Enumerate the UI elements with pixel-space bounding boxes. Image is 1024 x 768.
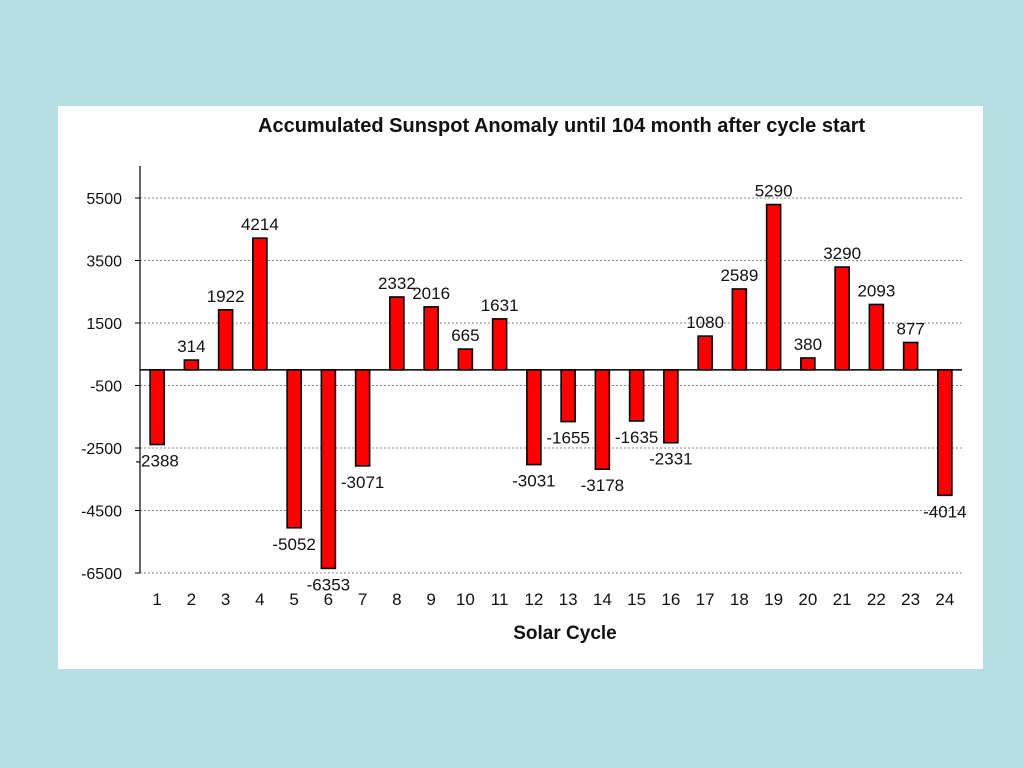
x-tick-label: 8	[392, 590, 401, 609]
bar	[217, 309, 234, 371]
bar	[765, 203, 782, 371]
x-tick-label: 21	[833, 590, 852, 609]
data-label: -3071	[341, 473, 384, 492]
bar	[868, 303, 885, 371]
y-tick-label: -6500	[81, 566, 122, 583]
x-tick-label: 12	[524, 590, 543, 609]
x-axis-title: Solar Cycle	[513, 623, 617, 644]
x-tick-label: 15	[627, 590, 646, 609]
x-tick-label: 6	[324, 590, 333, 609]
x-tick-label: 7	[358, 590, 367, 609]
x-tick-label: 1	[152, 590, 161, 609]
bar	[731, 288, 748, 371]
x-tick-label: 5	[289, 590, 298, 609]
data-label: -4014	[923, 502, 966, 521]
bar	[354, 369, 371, 467]
y-tick-label: -4500	[81, 504, 122, 521]
data-label: 2016	[412, 284, 450, 303]
bar	[902, 341, 919, 371]
bar	[491, 318, 508, 371]
x-tick-label: 16	[661, 590, 680, 609]
bar	[800, 357, 816, 371]
gridlines	[140, 197, 962, 574]
bar	[149, 369, 165, 446]
y-tick-label: 3500	[86, 254, 122, 271]
x-tick-label: 20	[798, 590, 817, 609]
data-label: 380	[794, 335, 822, 354]
bar	[663, 369, 679, 444]
data-label: -2388	[135, 452, 178, 471]
x-tick-label: 14	[593, 590, 612, 609]
y-tick-label: 5500	[86, 191, 122, 208]
bar	[252, 237, 268, 371]
data-label: 877	[896, 319, 924, 338]
data-label: -2331	[649, 450, 692, 469]
data-label: 2332	[378, 274, 416, 293]
bar	[389, 296, 405, 371]
x-tick-label: 2	[187, 590, 196, 609]
data-label: 1631	[481, 296, 519, 315]
x-tick-label: 24	[935, 590, 954, 609]
x-tick-label: 3	[221, 590, 230, 609]
data-label: -1655	[546, 429, 589, 448]
bar	[560, 369, 576, 423]
bar	[286, 369, 302, 529]
bar	[834, 266, 850, 371]
bar	[628, 369, 645, 422]
data-label: 1922	[207, 287, 245, 306]
data-label: -6353	[307, 575, 350, 594]
x-tick-label: 18	[730, 590, 749, 609]
data-label: 5290	[755, 182, 793, 201]
data-label: 2589	[720, 266, 758, 285]
data-label: -3031	[512, 472, 555, 491]
x-tick-label: 19	[764, 590, 783, 609]
x-tick-label: 4	[255, 590, 264, 609]
data-label: -5052	[272, 535, 315, 554]
x-tick-label: 10	[456, 590, 475, 609]
data-label: 4214	[241, 215, 279, 234]
bar	[457, 348, 474, 371]
data-label: -1635	[615, 428, 658, 447]
x-tick-label: 9	[426, 590, 435, 609]
chart-panel	[58, 106, 983, 669]
bar	[423, 306, 439, 371]
x-tick-label: 23	[901, 590, 920, 609]
data-label: 1080	[686, 313, 724, 332]
data-label: 2093	[857, 281, 895, 300]
bar	[937, 369, 953, 497]
data-label: 665	[451, 326, 479, 345]
bar	[320, 369, 337, 570]
data-label: -3178	[581, 476, 624, 495]
bar	[697, 335, 713, 371]
y-tick-label: 1500	[86, 316, 122, 333]
y-tick-label: -500	[90, 379, 122, 396]
bar	[594, 369, 611, 470]
data-label: 3290	[823, 244, 861, 263]
x-tick-label: 13	[559, 590, 578, 609]
bars	[149, 203, 953, 570]
data-label: 314	[177, 337, 205, 356]
x-tick-label: 17	[696, 590, 715, 609]
chart-title: Accumulated Sunspot Anomaly until 104 mo…	[258, 115, 866, 137]
bar	[183, 359, 200, 371]
y-tick-label: -2500	[81, 441, 122, 458]
x-tick-label: 11	[491, 590, 509, 609]
x-tick-label: 22	[867, 590, 886, 609]
bar	[526, 369, 542, 466]
